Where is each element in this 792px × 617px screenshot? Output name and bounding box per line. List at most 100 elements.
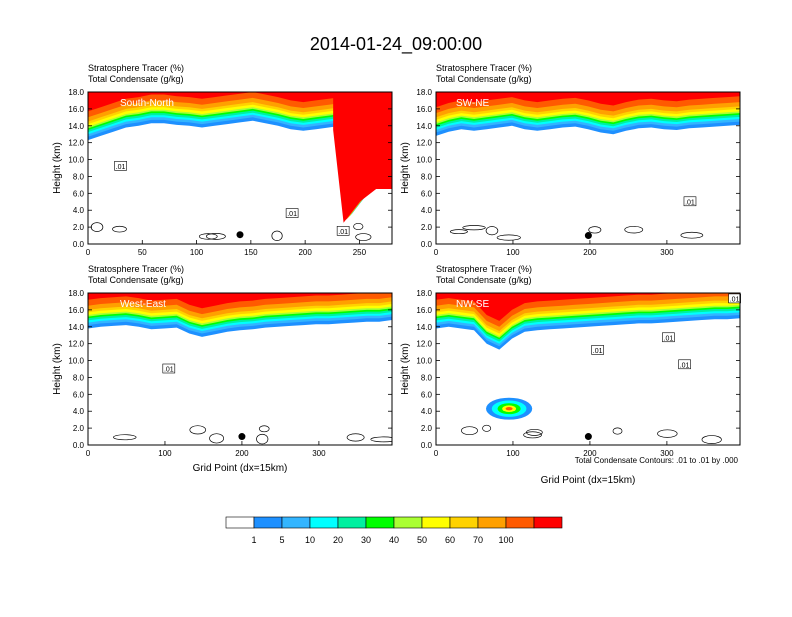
y-tick-label: 12.0 (68, 340, 84, 349)
panel-label-condensate: Total Condensate (g/kg) (436, 275, 532, 285)
condensate-contours (461, 424, 722, 445)
contour-label: .01 (680, 362, 690, 369)
contour-label-box (591, 345, 604, 355)
tracer-band-11 (436, 92, 740, 108)
colorbar-swatch (281, 516, 311, 529)
x-tick-label: 100 (506, 449, 520, 458)
y-tick-label: 0.0 (421, 240, 433, 249)
y-tick-label: 10.0 (68, 357, 84, 366)
y-tick-label: 16.0 (416, 105, 432, 114)
y-tick-label: 12.0 (416, 139, 432, 148)
condensate-contours (90, 222, 372, 241)
contour-cell (588, 226, 602, 234)
colorbar-label: 70 (473, 535, 483, 545)
contour-label-box (662, 332, 675, 343)
y-tick-label: 10.0 (68, 156, 84, 165)
panel-label-tracer: Stratosphere Tracer (%) (88, 63, 184, 73)
y-tick-label: 8.0 (73, 172, 85, 181)
y-tick-label: 8.0 (73, 373, 85, 382)
colorbar-label: 1 (251, 535, 256, 545)
contour-label: .01 (287, 211, 297, 218)
panel-name: West-East (120, 299, 166, 310)
contour-label-box (114, 161, 127, 171)
panel-name: SW-NE (456, 98, 489, 109)
y-tick-label: 4.0 (73, 206, 85, 215)
x-tick-label: 200 (583, 449, 597, 458)
panel-label-tracer: Stratosphere Tracer (%) (88, 264, 184, 274)
y-tick-label: 6.0 (73, 189, 85, 198)
colorbar-label: 30 (361, 535, 371, 545)
x-tick-label: 100 (158, 449, 172, 458)
x-tick-label: 100 (506, 248, 520, 257)
colorbar-label: 50 (417, 535, 427, 545)
y-tick-label: 18.0 (68, 88, 84, 97)
y-tick-label: 12.0 (416, 340, 432, 349)
plot-frame (435, 91, 741, 245)
x-tick-label: 300 (660, 248, 674, 257)
panel-west-east: Stratosphere Tracer (%)Total Condensate … (52, 264, 393, 474)
colorbar-label: 60 (445, 535, 455, 545)
y-tick-label: 6.0 (421, 390, 433, 399)
location-marker (584, 433, 592, 441)
x-tick-label: 0 (86, 248, 91, 257)
plot-frame (87, 91, 393, 245)
colorbar-swatch (449, 516, 479, 529)
condensate-contours (113, 425, 392, 445)
contour-label: .01 (730, 296, 740, 303)
colorbar: 1 5 10 20 30 40 50 60 70 100 (225, 516, 563, 545)
y-tick-label: 18.0 (68, 289, 84, 298)
panel-label-tracer: Stratosphere Tracer (%) (436, 63, 532, 73)
tracer-field (88, 293, 392, 445)
contour-cell (198, 233, 218, 240)
colorbar-label: 10 (305, 535, 315, 545)
colorbar-swatch (365, 516, 395, 529)
contour-cell (612, 427, 623, 435)
contour-label: .01 (664, 335, 674, 342)
colorbar-label: 5 (279, 535, 284, 545)
x-tick-label: 0 (434, 449, 439, 458)
y-tick-label: 2.0 (73, 223, 85, 232)
panel-south-north: Stratosphere Tracer (%)Total Condensate … (52, 63, 393, 257)
x-tick-label: 50 (138, 248, 147, 257)
y-tick-label: 14.0 (68, 323, 84, 332)
y-tick-label: 16.0 (68, 306, 84, 315)
contour-label-box (162, 363, 176, 374)
y-tick-label: 0.0 (421, 441, 433, 450)
contour-cell (189, 425, 207, 435)
contour-cell (256, 433, 269, 445)
y-tick-label: 14.0 (416, 122, 432, 131)
y-axis-label: Height (km) (52, 343, 63, 395)
y-axis-label: Height (km) (400, 142, 411, 194)
colorbar-swatch (225, 516, 255, 529)
colorbar-swatch (505, 516, 535, 529)
location-marker (236, 231, 244, 239)
contour-label: .01 (338, 229, 348, 236)
x-tick-label: 300 (660, 449, 674, 458)
location-marker (238, 433, 246, 441)
tracer-field (88, 92, 392, 244)
contour-cell (482, 424, 492, 432)
x-axis-label: Grid Point (dx=15km) (541, 475, 636, 486)
contour-cell (680, 231, 704, 239)
y-tick-label: 4.0 (421, 407, 433, 416)
y-tick-label: 12.0 (68, 139, 84, 148)
x-tick-label: 0 (86, 449, 91, 458)
colorbar-label: 20 (333, 535, 343, 545)
plot-frame (87, 292, 393, 446)
condensate-contours (449, 225, 704, 241)
contour-cell (112, 225, 127, 233)
x-tick-label: 0 (434, 248, 439, 257)
contour-label: .01 (593, 348, 603, 355)
contour-cell (461, 426, 478, 436)
panel-label-condensate: Total Condensate (g/kg) (88, 275, 184, 285)
y-tick-label: 2.0 (73, 424, 85, 433)
intrusion-layer-11 (333, 92, 392, 223)
y-axis-label: Height (km) (400, 343, 411, 395)
y-tick-label: 14.0 (68, 122, 84, 131)
colorbar-swatch (337, 516, 367, 529)
y-tick-label: 18.0 (416, 289, 432, 298)
blob-layer-10 (505, 407, 513, 411)
contour-cell (657, 429, 678, 438)
y-tick-label: 16.0 (68, 105, 84, 114)
